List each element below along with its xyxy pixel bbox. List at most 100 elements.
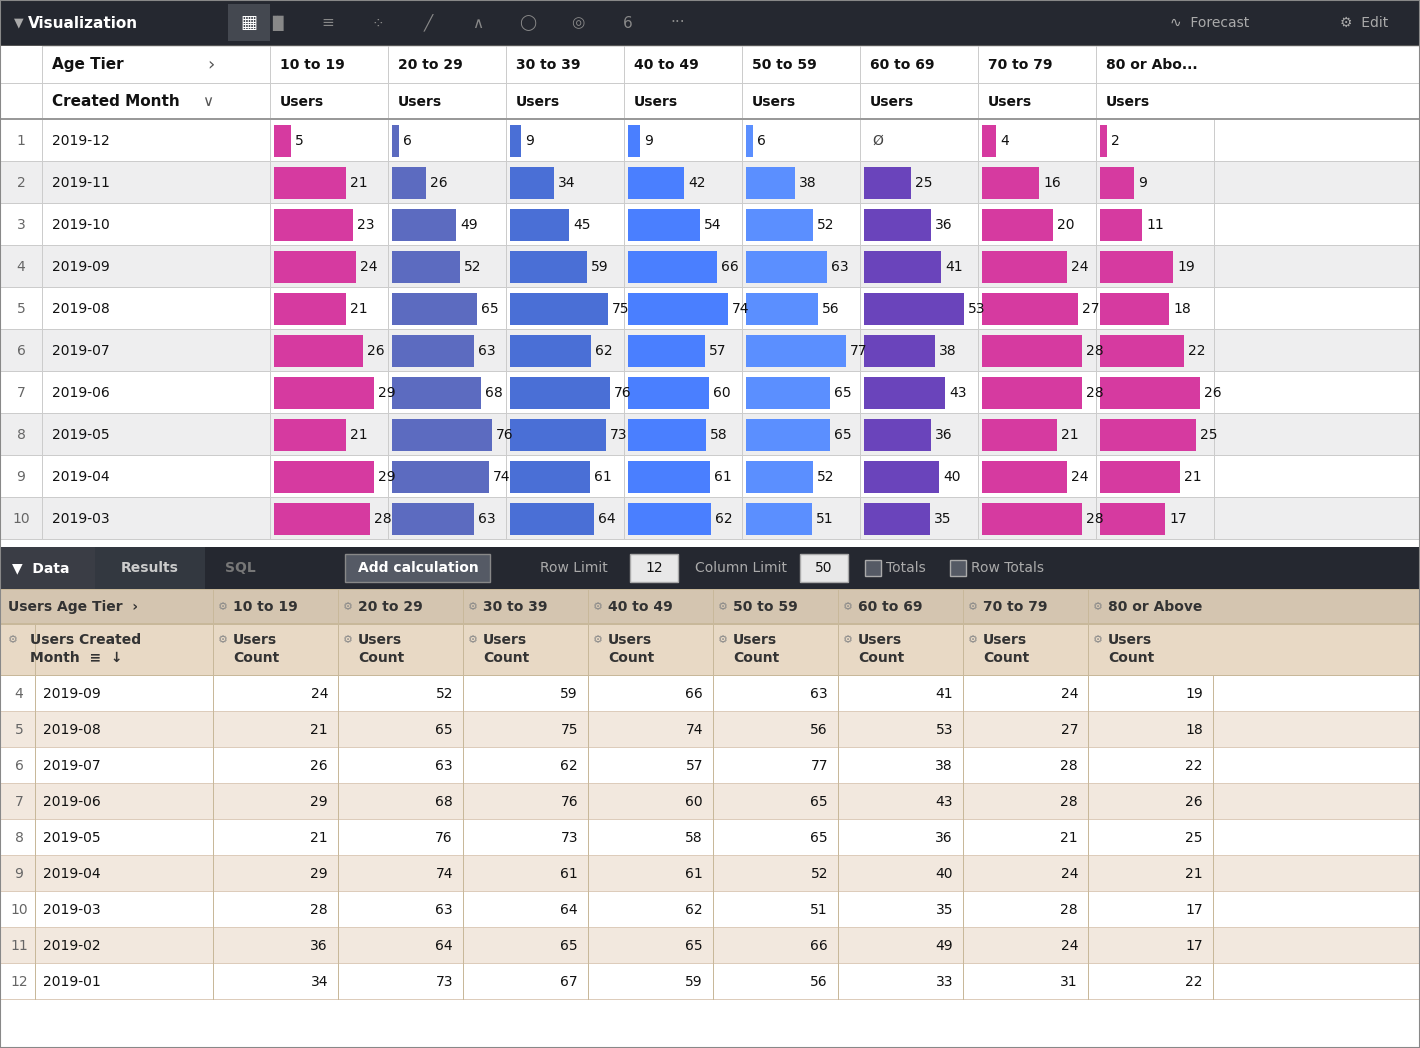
Text: 76: 76 xyxy=(436,831,453,845)
Text: 61: 61 xyxy=(686,867,703,881)
Text: 28: 28 xyxy=(373,512,392,526)
Text: 22: 22 xyxy=(1186,975,1203,989)
Text: 61: 61 xyxy=(594,470,612,484)
Text: 9: 9 xyxy=(1137,176,1147,190)
Bar xyxy=(983,252,1066,283)
Bar xyxy=(863,335,934,367)
Text: 45: 45 xyxy=(574,218,591,232)
Text: 21: 21 xyxy=(311,723,328,737)
Bar xyxy=(345,554,490,582)
Text: 68: 68 xyxy=(436,795,453,809)
Bar xyxy=(0,820,1420,856)
Bar xyxy=(0,288,1420,330)
Text: 24: 24 xyxy=(1071,260,1089,274)
Text: 56: 56 xyxy=(811,723,828,737)
Text: 65: 65 xyxy=(481,302,498,316)
Text: 9: 9 xyxy=(525,134,534,148)
Text: ▦: ▦ xyxy=(240,14,257,32)
Text: 10 to 19: 10 to 19 xyxy=(280,58,345,72)
Bar xyxy=(510,209,569,241)
Text: 28: 28 xyxy=(1061,759,1078,773)
Text: 60: 60 xyxy=(713,386,731,400)
Text: 49: 49 xyxy=(936,939,953,953)
Text: 20 to 29: 20 to 29 xyxy=(358,601,423,614)
Bar xyxy=(983,503,1082,534)
Bar xyxy=(628,252,717,283)
Text: 28: 28 xyxy=(1086,344,1103,358)
Text: 36: 36 xyxy=(934,218,953,232)
Bar xyxy=(865,560,880,576)
Bar xyxy=(746,335,846,367)
Bar xyxy=(1100,461,1180,493)
Text: 5: 5 xyxy=(17,302,26,316)
Text: 24: 24 xyxy=(1071,470,1089,484)
Bar xyxy=(274,252,356,283)
Text: 57: 57 xyxy=(686,759,703,773)
Bar xyxy=(0,84,1420,121)
Text: Users Age Tier  ›: Users Age Tier › xyxy=(9,601,138,614)
Text: Users: Users xyxy=(483,633,527,647)
Text: ⚙: ⚙ xyxy=(344,635,354,645)
Bar xyxy=(392,377,481,409)
Text: ▐▌: ▐▌ xyxy=(267,16,290,30)
Text: 65: 65 xyxy=(561,939,578,953)
Bar xyxy=(1100,252,1173,283)
Text: 76: 76 xyxy=(561,795,578,809)
Bar xyxy=(950,560,966,576)
Text: 21: 21 xyxy=(349,428,368,442)
Text: 16: 16 xyxy=(1044,176,1061,190)
Bar xyxy=(0,204,1420,246)
Bar xyxy=(863,167,912,199)
Text: ∨: ∨ xyxy=(202,94,213,109)
Bar xyxy=(274,461,373,493)
Bar xyxy=(983,167,1039,199)
Text: Results: Results xyxy=(121,561,179,575)
Text: ⚙: ⚙ xyxy=(843,602,853,612)
Text: Count: Count xyxy=(608,651,655,665)
Text: 63: 63 xyxy=(436,903,453,917)
Text: 6: 6 xyxy=(14,759,24,773)
Text: 52: 52 xyxy=(464,260,481,274)
Text: ⚙: ⚙ xyxy=(469,602,479,612)
Text: 21: 21 xyxy=(1184,470,1201,484)
Text: Users: Users xyxy=(733,633,777,647)
Text: 63: 63 xyxy=(831,260,849,274)
Bar xyxy=(510,377,611,409)
Text: 21: 21 xyxy=(349,176,368,190)
Text: 2019-07: 2019-07 xyxy=(53,344,109,358)
Bar xyxy=(1100,125,1108,157)
Text: 34: 34 xyxy=(311,975,328,989)
Bar xyxy=(863,252,941,283)
Text: 2019-11: 2019-11 xyxy=(53,176,109,190)
Bar xyxy=(863,377,944,409)
Text: 57: 57 xyxy=(709,344,727,358)
Text: ◎: ◎ xyxy=(571,16,585,30)
Text: 24: 24 xyxy=(361,260,378,274)
Text: ▼  Data: ▼ Data xyxy=(11,561,70,575)
Text: 33: 33 xyxy=(936,975,953,989)
Text: 21: 21 xyxy=(1186,867,1203,881)
Text: 2019-03: 2019-03 xyxy=(43,903,101,917)
Bar xyxy=(628,167,684,199)
Text: 2019-06: 2019-06 xyxy=(53,386,109,400)
Text: Count: Count xyxy=(733,651,780,665)
Text: 19: 19 xyxy=(1186,687,1203,701)
Bar xyxy=(274,419,346,451)
Bar xyxy=(392,503,474,534)
Text: 58: 58 xyxy=(710,428,727,442)
Text: 5: 5 xyxy=(295,134,304,148)
Bar xyxy=(628,125,640,157)
Text: 59: 59 xyxy=(561,687,578,701)
Text: 53: 53 xyxy=(936,723,953,737)
Text: Count: Count xyxy=(358,651,405,665)
Text: 77: 77 xyxy=(811,759,828,773)
Text: 50 to 59: 50 to 59 xyxy=(753,58,816,72)
Text: 36: 36 xyxy=(311,939,328,953)
Text: 2019-03: 2019-03 xyxy=(53,512,109,526)
Text: 38: 38 xyxy=(799,176,816,190)
Text: 60 to 69: 60 to 69 xyxy=(858,601,923,614)
Text: 65: 65 xyxy=(834,386,852,400)
Text: 60 to 69: 60 to 69 xyxy=(870,58,934,72)
Text: ∧: ∧ xyxy=(473,16,484,30)
Text: ∿  Forecast: ∿ Forecast xyxy=(1170,16,1250,30)
